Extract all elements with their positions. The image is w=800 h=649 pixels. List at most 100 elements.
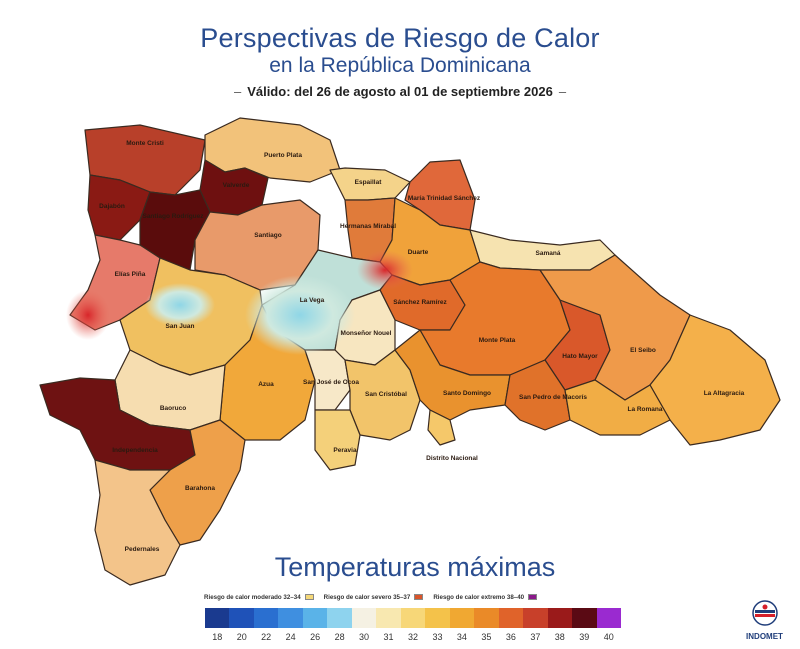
scale-tick-33: 33 — [432, 632, 443, 642]
province-label-hato-mayor: Hato Mayor — [562, 353, 598, 360]
province-la-romana[interactable] — [564, 379, 671, 436]
province-la-altagracia[interactable] — [649, 314, 781, 446]
scale-tick-22: 22 — [261, 632, 272, 642]
province-label-dajabon: Dajabón — [99, 203, 125, 210]
validity-dash-left: – — [233, 84, 242, 99]
scale-cell-24 — [278, 608, 303, 628]
scale-cell-37 — [523, 608, 548, 628]
risk-categories: Riesgo de calor moderado 32–34 Riesgo de… — [204, 592, 624, 602]
indomet-logo-icon — [751, 600, 778, 626]
cool-spot-la-vega — [245, 275, 355, 355]
risk-category-extreme-label: Riesgo de calor extremo 38–40 — [433, 593, 525, 601]
province-san-cristobal[interactable] — [344, 349, 421, 441]
province-label-espaillat: Espaillat — [355, 179, 383, 186]
risk-category-moderate: Riesgo de calor moderado 32–34 — [204, 594, 314, 601]
scale-cell-34 — [449, 608, 475, 628]
scale-cell-32 — [400, 608, 426, 628]
province-label-santo-domingo: Santo Domingo — [443, 390, 491, 397]
province-label-samana: Samaná — [536, 250, 561, 257]
province-dajabon[interactable] — [87, 174, 151, 241]
scale-tick-38: 38 — [554, 632, 565, 642]
temperature-color-scale — [205, 608, 621, 628]
scale-tick-34: 34 — [456, 632, 467, 642]
scale-cell-28 — [327, 608, 352, 628]
scale-cell-39 — [572, 608, 597, 628]
validity-text: Válido: del 26 de agosto al 01 de septie… — [247, 84, 553, 99]
province-label-el-seibo: El Seibo — [630, 347, 656, 354]
province-label-maria-trinidad-sanchez: María Trinidad Sánchez — [408, 195, 481, 202]
province-pedernales[interactable] — [94, 459, 181, 586]
scale-tick-35: 35 — [481, 632, 492, 642]
province-label-monsenor-nouel: Monseñor Nouel — [341, 330, 392, 337]
scale-tick-26: 26 — [310, 632, 321, 642]
scale-cell-31 — [376, 608, 401, 628]
province-label-la-vega: La Vega — [300, 297, 325, 304]
province-label-independencia: Independencia — [112, 447, 158, 454]
province-label-sanchez-ramirez: Sánchez Ramírez — [393, 299, 447, 306]
province-label-azua: Azua — [258, 381, 274, 388]
province-santiago-rodriguez[interactable] — [139, 189, 211, 271]
scale-tick-32: 32 — [407, 632, 418, 642]
risk-category-severe-swatch — [414, 594, 424, 600]
scale-cell-40 — [596, 608, 621, 628]
scale-tick-40: 40 — [603, 632, 614, 642]
page-subtitle: en la República Dominicana — [269, 54, 531, 77]
province-label-san-cristobal: San Cristóbal — [365, 391, 407, 398]
province-label-peravia: Peravia — [333, 447, 357, 454]
scale-tick-31: 31 — [383, 632, 394, 642]
province-label-san-juan: San Juan — [166, 323, 195, 330]
validity-dash-right: – — [558, 84, 567, 99]
cool-spot-san-juan — [145, 283, 215, 327]
hot-spot-duarte — [357, 250, 413, 290]
scale-cell-20 — [229, 608, 254, 628]
province-san-pedro-de-macoris[interactable] — [504, 359, 571, 431]
scale-cell-30 — [351, 608, 377, 628]
page-title: Perspectivas de Riesgo de Calor — [200, 23, 600, 53]
province-label-bahoruco: Baoruco — [160, 405, 186, 412]
province-santo-domingo[interactable] — [394, 329, 511, 421]
scale-tick-39: 39 — [579, 632, 590, 642]
scale-cell-38 — [547, 608, 573, 628]
province-label-santiago: Santiago — [254, 232, 281, 239]
province-san-jose-de-ocoa[interactable] — [304, 349, 351, 411]
province-label-distrito-nacional: Distrito Nacional — [426, 455, 478, 462]
risk-category-extreme: Riesgo de calor extremo 38–40 — [433, 593, 538, 601]
province-label-san-jose-de-ocoa: San José de Ocoa — [303, 379, 359, 386]
province-peravia[interactable] — [314, 409, 361, 471]
validity-line: – Válido: del 26 de agosto al 01 de septi… — [0, 84, 800, 99]
risk-category-moderate-label: Riesgo de calor moderado 32–34 — [204, 593, 301, 601]
province-label-barahona: Barahona — [185, 485, 215, 492]
scale-cell-36 — [498, 608, 524, 628]
province-label-monte-cristi: Monte Cristi — [126, 140, 164, 147]
risk-category-moderate-swatch — [304, 594, 314, 600]
scale-cell-18 — [205, 608, 230, 628]
province-label-pedernales: Pedernales — [125, 546, 160, 553]
province-label-la-altagracia: La Altagracia — [704, 390, 745, 397]
risk-category-severe-label: Riesgo de calor severo 35–37 — [323, 593, 411, 601]
scale-tick-28: 28 — [334, 632, 345, 642]
scale-cell-35 — [474, 608, 499, 628]
header: Perspectivas de Riesgo de Calor en la Re… — [0, 22, 800, 99]
scale-tick-18: 18 — [212, 632, 223, 642]
province-label-duarte: Duarte — [408, 249, 429, 256]
logo-name: INDOMET — [746, 632, 783, 641]
province-label-monte-plata: Monte Plata — [479, 337, 516, 344]
indomet-logo: INDOMET — [737, 600, 792, 641]
province-distrito-nacional[interactable] — [427, 409, 456, 446]
province-barahona[interactable] — [149, 419, 246, 546]
province-label-hermanas-mirabal: Hermanas Mirabal — [340, 223, 396, 230]
scale-tick-36: 36 — [505, 632, 516, 642]
scale-cell-33 — [425, 608, 450, 628]
province-label-puerto-plata: Puerto Plata — [264, 152, 302, 159]
risk-category-severe: Riesgo de calor severo 35–37 — [324, 594, 424, 601]
temperature-scale-ticks: 18 20 22 24 26 28 30 31 32 33 34 35 36 37 38 39 40 — [205, 632, 621, 642]
scale-tick-24: 24 — [285, 632, 296, 642]
hot-spot-elias-pina — [66, 290, 110, 340]
province-label-santiago-rodriguez: Santiago Rodríguez — [142, 213, 204, 220]
scale-tick-37: 37 — [530, 632, 541, 642]
legend-title: Temperaturas máximas — [274, 552, 556, 582]
scale-cell-26 — [302, 608, 328, 628]
scale-tick-20: 20 — [236, 632, 247, 642]
province-label-elias-pina: Elías Piña — [115, 271, 146, 278]
